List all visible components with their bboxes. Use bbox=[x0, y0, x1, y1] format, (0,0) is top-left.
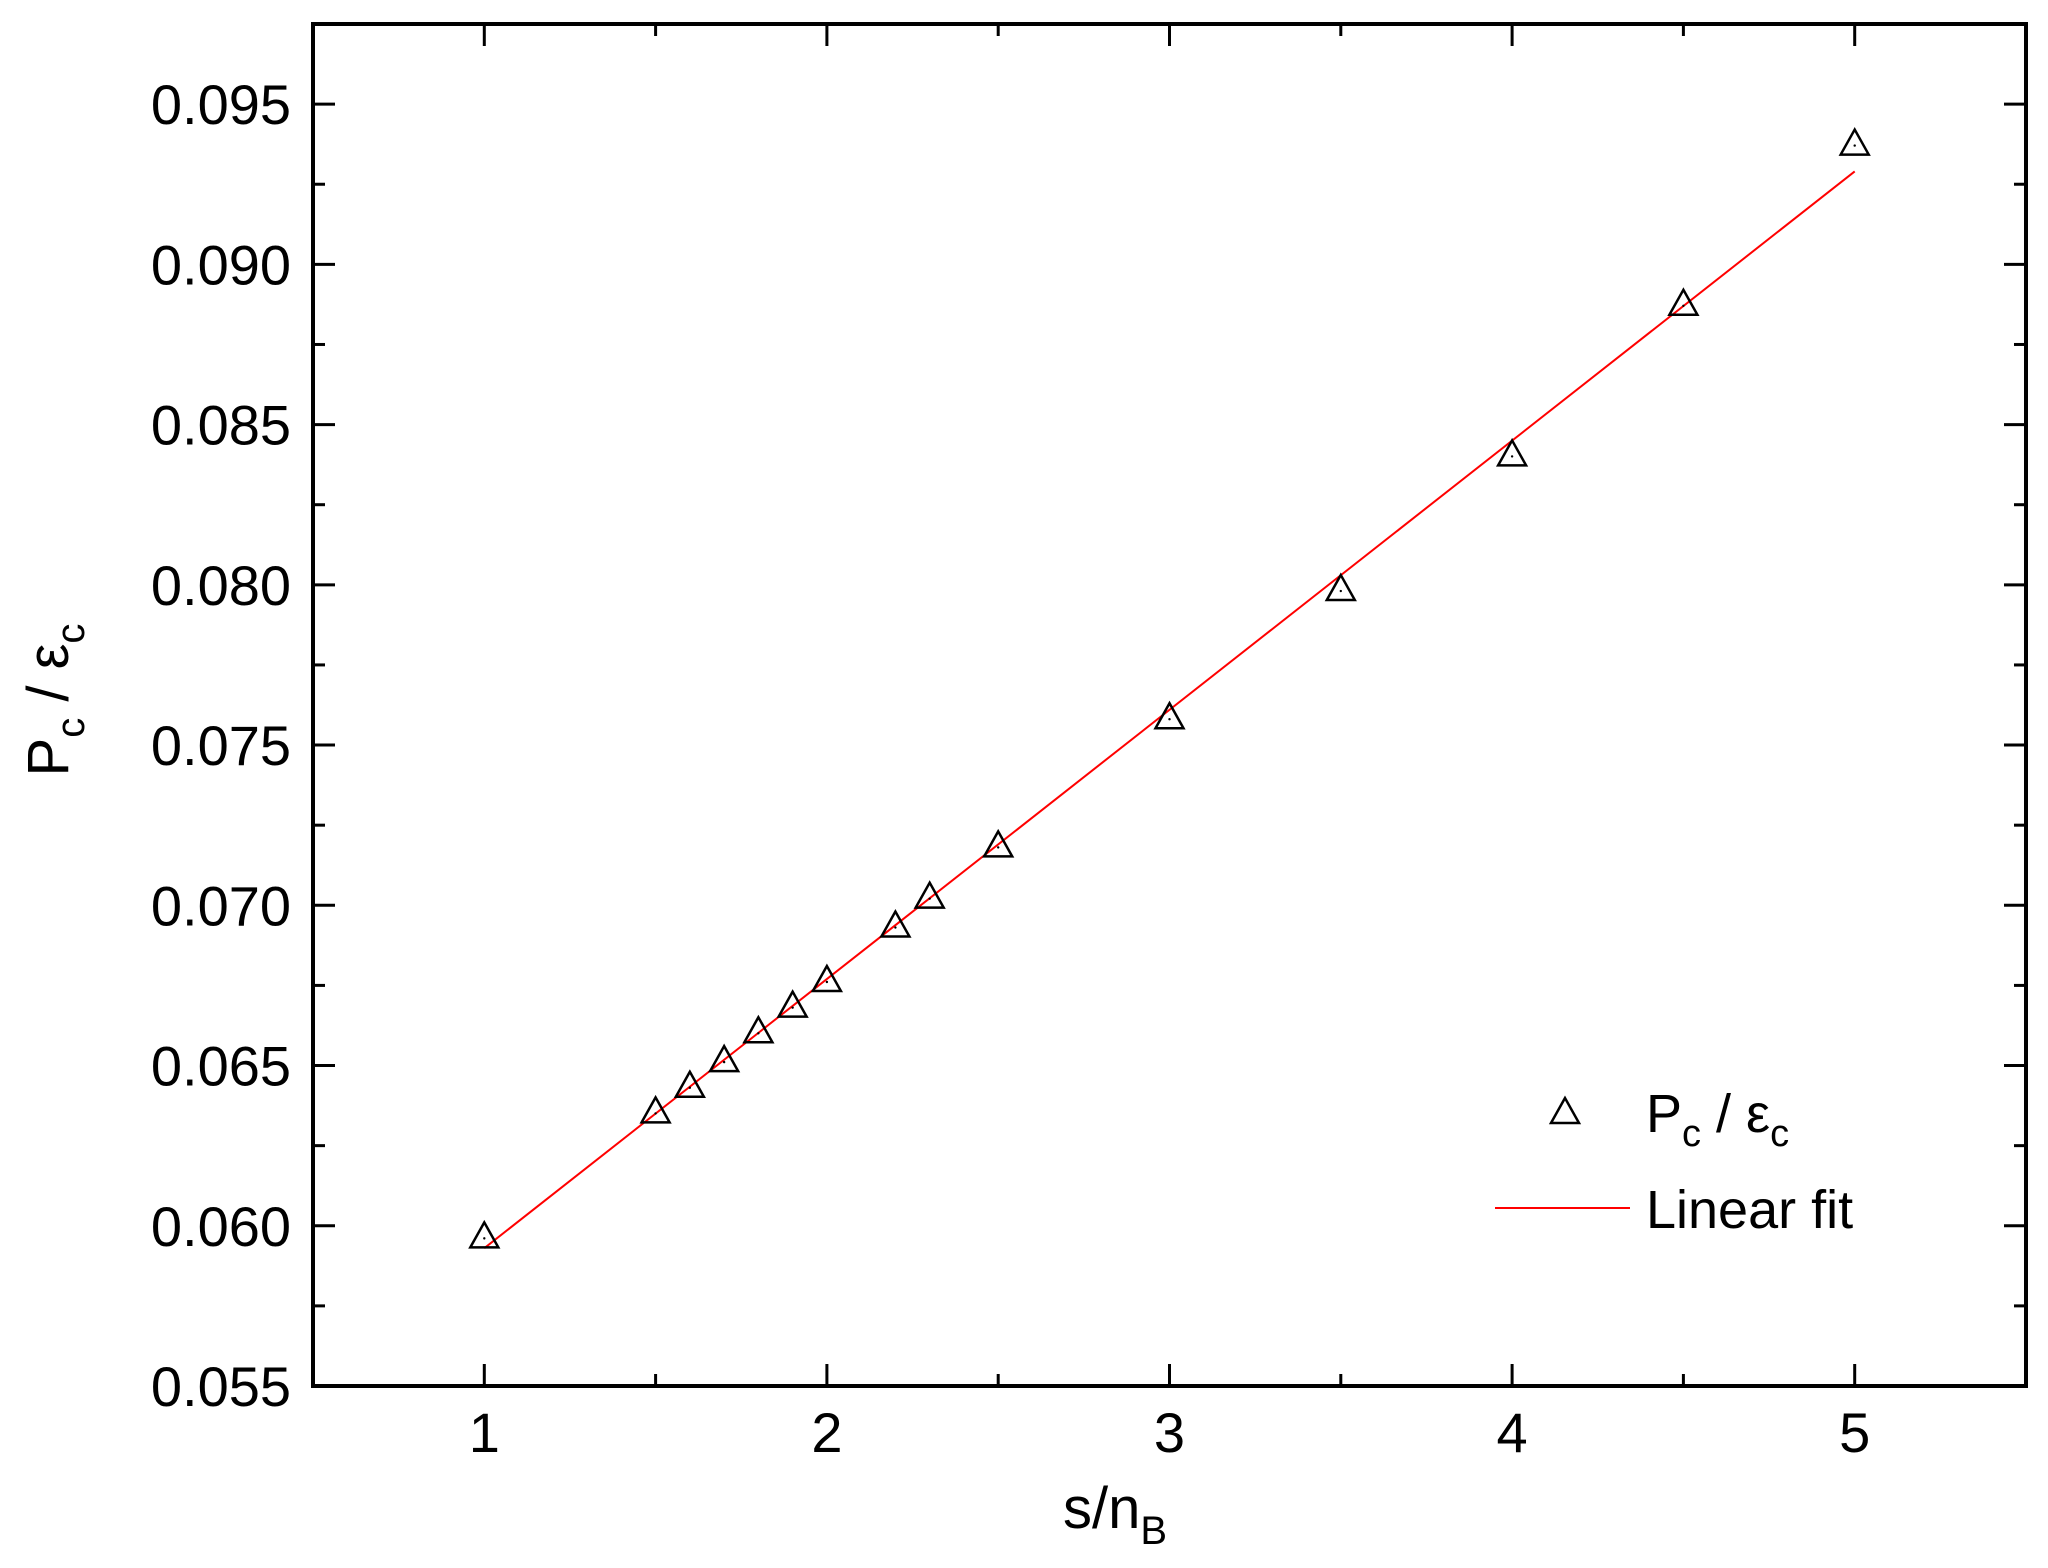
y-tick-labels: 0.055 0.060 0.065 0.070 0.075 0.080 0.085 0.090… bbox=[151, 73, 291, 1418]
y-axis-title: Pc / εc bbox=[16, 624, 93, 777]
data-point-center-dot bbox=[1853, 144, 1856, 147]
legend-label-data-sub1: c bbox=[1682, 1113, 1701, 1155]
data-point-center-dot bbox=[825, 980, 829, 984]
data-point-triangle bbox=[707, 1043, 741, 1073]
x-axis-title: s/nB bbox=[1063, 1476, 1167, 1553]
legend-label-fit: Linear fit bbox=[1646, 1180, 1853, 1240]
x-tick-label: 4 bbox=[1497, 1401, 1528, 1464]
y-tick-label: 0.065 bbox=[151, 1035, 291, 1098]
data-point-center-dot bbox=[928, 897, 931, 900]
plot-frame bbox=[311, 22, 2028, 1388]
y-tick-label: 0.055 bbox=[151, 1355, 291, 1418]
data-point-triangle bbox=[468, 1219, 501, 1249]
data-point-center-dot bbox=[688, 1086, 692, 1089]
data-point-triangle bbox=[982, 828, 1015, 858]
legend-label-data: Pc / εc bbox=[1646, 1084, 1789, 1155]
data-point-center-dot bbox=[791, 1006, 794, 1009]
y-axis-title-sub1: c bbox=[49, 718, 93, 738]
x-axis-title-main: s/n bbox=[1063, 1476, 1140, 1541]
x-tick-label: 1 bbox=[469, 1401, 500, 1464]
x-tick-label: 2 bbox=[811, 1401, 842, 1464]
data-point-center-dot bbox=[1510, 455, 1514, 458]
series-layer bbox=[468, 127, 1871, 1249]
data-point-center-dot bbox=[1682, 304, 1685, 308]
data-point-center-dot bbox=[997, 846, 1000, 849]
data-point-triangle bbox=[810, 963, 844, 993]
data-point-triangle bbox=[742, 1014, 775, 1044]
data-point-center-dot bbox=[722, 1060, 726, 1064]
x-tick-labels: 1 2 3 4 5 bbox=[469, 1401, 1871, 1464]
data-point-triangle bbox=[913, 880, 946, 909]
x-tick-label: 3 bbox=[1154, 1401, 1185, 1464]
x-tick-label: 5 bbox=[1839, 1401, 1870, 1464]
data-point-center-dot bbox=[483, 1237, 486, 1240]
data-point-center-dot bbox=[894, 926, 897, 929]
data-point-triangle bbox=[1153, 700, 1186, 730]
y-tick-label: 0.075 bbox=[151, 714, 291, 777]
data-point-triangle bbox=[879, 908, 912, 938]
y-axis-title-sub2: c bbox=[49, 624, 93, 644]
data-point-triangle bbox=[776, 989, 809, 1018]
data-point-center-dot bbox=[654, 1112, 657, 1115]
data-point-triangle bbox=[1838, 127, 1871, 156]
data-point-triangle bbox=[1495, 437, 1529, 467]
legend-label-data-mid: / ε bbox=[1701, 1084, 1770, 1144]
legend-label-data-main: P bbox=[1646, 1084, 1682, 1144]
data-point-center-dot bbox=[1168, 718, 1171, 721]
data-point-triangle bbox=[639, 1094, 672, 1124]
data-point-triangle bbox=[673, 1069, 706, 1099]
legend-label-data-sub2: c bbox=[1770, 1113, 1789, 1155]
data-point-center-dot bbox=[757, 1032, 760, 1035]
y-tick-label: 0.080 bbox=[151, 554, 291, 617]
data-point-triangle bbox=[1667, 287, 1700, 317]
y-tick-label: 0.060 bbox=[151, 1195, 291, 1258]
legend-marker-triangle bbox=[1548, 1095, 1582, 1125]
y-tick-label: 0.070 bbox=[151, 874, 291, 937]
y-tick-label: 0.085 bbox=[151, 394, 291, 457]
y-tick-label: 0.090 bbox=[151, 233, 291, 296]
data-point-center-dot bbox=[1339, 589, 1343, 593]
x-axis-title-sub: B bbox=[1140, 1509, 1167, 1553]
legend: Pc / εc Linear fit bbox=[1495, 1084, 1853, 1240]
y-axis-title-main: P bbox=[16, 738, 81, 777]
data-point-triangle bbox=[1324, 572, 1357, 602]
y-tick-label: 0.095 bbox=[151, 73, 291, 136]
y-axis-title-mid: / ε bbox=[16, 644, 81, 718]
